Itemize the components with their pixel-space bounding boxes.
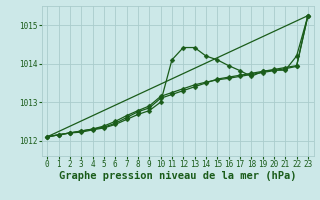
X-axis label: Graphe pression niveau de la mer (hPa): Graphe pression niveau de la mer (hPa)	[59, 171, 296, 181]
